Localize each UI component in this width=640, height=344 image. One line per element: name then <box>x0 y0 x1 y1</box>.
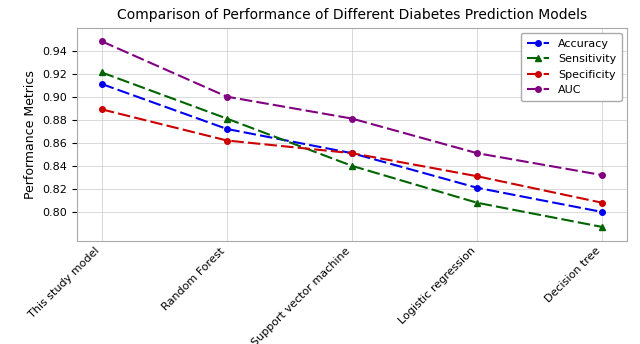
Accuracy <box>348 151 356 155</box>
Line: Sensitivity: Sensitivity <box>99 70 605 230</box>
Y-axis label: Performance Metrics: Performance Metrics <box>24 70 36 198</box>
Title: Comparison of Performance of Different Diabetes Prediction Models: Comparison of Performance of Different D… <box>117 8 587 22</box>
Specificity <box>223 138 231 142</box>
Accuracy <box>598 210 606 214</box>
Accuracy <box>473 186 481 190</box>
Specificity <box>348 151 356 155</box>
Sensitivity <box>98 71 106 75</box>
AUC <box>98 39 106 43</box>
Specificity <box>598 201 606 205</box>
Specificity <box>98 107 106 111</box>
Line: AUC: AUC <box>99 39 605 178</box>
Specificity <box>473 174 481 178</box>
Legend: Accuracy, Sensitivity, Specificity, AUC: Accuracy, Sensitivity, Specificity, AUC <box>521 33 621 101</box>
AUC <box>348 117 356 121</box>
Accuracy <box>98 82 106 86</box>
Line: Accuracy: Accuracy <box>99 81 605 215</box>
Sensitivity <box>598 225 606 229</box>
Sensitivity <box>473 201 481 205</box>
Line: Specificity: Specificity <box>99 107 605 205</box>
AUC <box>223 95 231 99</box>
Accuracy <box>223 127 231 131</box>
AUC <box>473 151 481 155</box>
AUC <box>598 173 606 177</box>
Sensitivity <box>223 117 231 121</box>
Sensitivity <box>348 164 356 168</box>
